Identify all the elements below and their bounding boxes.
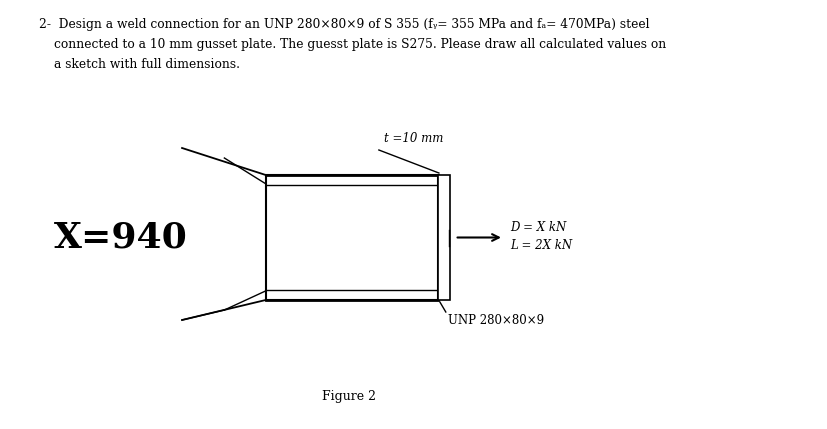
Bar <box>265 175 437 300</box>
Text: Figure 2: Figure 2 <box>322 390 376 403</box>
Text: connected to a 10 mm gusset plate. The guesst plate is S275. Please draw all cal: connected to a 10 mm gusset plate. The g… <box>54 38 666 51</box>
Text: 2-  Design a weld connection for an UNP 280×80×9 of S 355 (fᵧ= 355 MPa and fₐ= 4: 2- Design a weld connection for an UNP 2… <box>40 18 649 31</box>
Text: t =10 mm: t =10 mm <box>384 132 442 145</box>
Text: X=940: X=940 <box>54 220 188 254</box>
Text: L = 2X kN: L = 2X kN <box>509 239 571 252</box>
Text: a sketch with full dimensions.: a sketch with full dimensions. <box>54 58 240 71</box>
Text: UNP 280×80×9: UNP 280×80×9 <box>447 314 543 327</box>
Text: D = X kN: D = X kN <box>509 221 566 234</box>
Bar <box>437 175 449 300</box>
